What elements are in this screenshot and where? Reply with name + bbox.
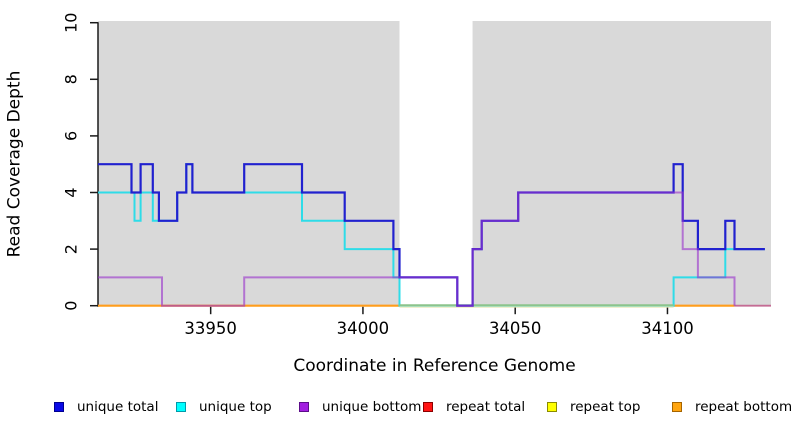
- legend-swatch-repeat-total: [423, 402, 433, 412]
- legend-item-unique-top: unique top: [176, 397, 272, 417]
- x-tick-label: 34050: [489, 319, 542, 338]
- y-axis-title-text: Read Coverage Depth: [4, 70, 25, 258]
- legend-label-repeat-top: repeat top: [570, 399, 641, 415]
- legend-label-unique-bottom: unique bottom: [322, 399, 422, 415]
- legend-swatch-repeat-bottom: [672, 402, 682, 412]
- legend-item-unique-total: unique total: [54, 397, 158, 417]
- y-tick-label: 8: [62, 74, 81, 84]
- y-tick-label: 4: [62, 187, 81, 197]
- x-axis-title: Coordinate in Reference Genome: [293, 356, 576, 376]
- legend-label-unique-top: unique top: [199, 399, 272, 415]
- legend: unique total unique top unique bottom repea…: [0, 397, 792, 419]
- legend-swatch-unique-bottom: [299, 402, 309, 412]
- series-line-unique-bottom: [98, 191, 736, 307]
- x-tick-label: 33950: [184, 319, 237, 338]
- y-tick-label: 6: [62, 131, 81, 141]
- legend-item-repeat-bottom: repeat bottom: [672, 397, 792, 417]
- y-tick-label: 2: [62, 244, 81, 254]
- legend-swatch-repeat-top: [547, 402, 557, 412]
- legend-item-unique-bottom: unique bottom: [299, 397, 421, 417]
- plot-shaded-region: [472, 21, 771, 307]
- legend-item-repeat-top: repeat top: [547, 397, 640, 417]
- x-tick-label: 34100: [641, 319, 694, 338]
- y-tick-label: 10: [62, 13, 81, 33]
- legend-swatch-unique-top: [176, 402, 186, 412]
- x-tick-label: 34000: [337, 319, 390, 338]
- y-tick-label: 0: [62, 301, 81, 311]
- legend-item-repeat-total: repeat total: [423, 397, 525, 417]
- legend-label-unique-total: unique total: [77, 399, 159, 415]
- legend-label-repeat-bottom: repeat bottom: [695, 399, 792, 415]
- legend-swatch-unique-total: [54, 402, 64, 412]
- legend-label-repeat-total: repeat total: [446, 399, 526, 415]
